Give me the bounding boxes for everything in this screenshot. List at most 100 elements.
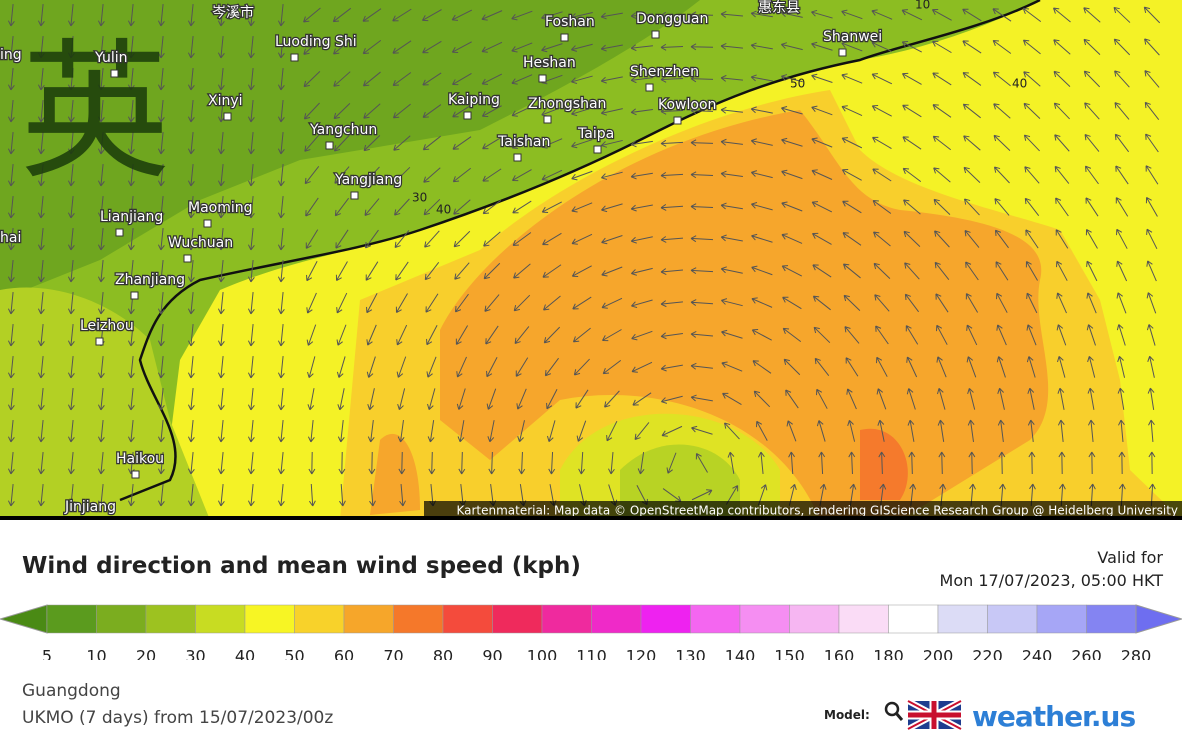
wind-arrow xyxy=(637,452,645,475)
scale-segment xyxy=(1036,604,1087,634)
contour-labels: 10 30 40 50 40 xyxy=(412,0,1027,217)
wind-arrow xyxy=(511,74,533,85)
wind-arrow xyxy=(157,388,165,411)
wind-arrow xyxy=(7,132,15,155)
wind-arrow xyxy=(962,72,982,86)
wind-arrow xyxy=(1147,387,1155,410)
wind-arrow xyxy=(720,138,743,146)
wind-arrow xyxy=(993,166,1010,184)
wind-arrow xyxy=(393,135,411,151)
wind-arrow xyxy=(997,419,1005,442)
wind-arrow xyxy=(187,356,195,379)
wind-arrow xyxy=(363,134,381,152)
wind-arrow xyxy=(364,166,380,184)
scale-label: 130 xyxy=(675,647,706,661)
wind-arrow xyxy=(1083,38,1101,55)
wind-arrow xyxy=(720,74,743,82)
wind-arrow xyxy=(456,388,466,410)
wind-arrow xyxy=(7,452,15,475)
place-label: Leizhou xyxy=(80,318,134,334)
wind-arrow xyxy=(873,231,891,247)
wind-arrow xyxy=(1057,419,1065,442)
wind-arrow xyxy=(720,202,743,210)
wind-arrow xyxy=(451,41,472,53)
wind-arrow xyxy=(247,132,255,155)
wind-arrow xyxy=(37,68,45,91)
wind-arrow xyxy=(422,135,441,151)
wind-arrow xyxy=(339,483,346,507)
wind-arrow xyxy=(967,419,975,442)
wind-arrow xyxy=(127,420,135,443)
wind-arrow xyxy=(1114,102,1130,120)
wind-arrow xyxy=(1084,133,1100,152)
wind-arrow xyxy=(720,42,743,50)
wind-arrow xyxy=(127,4,135,27)
wind-arrow xyxy=(816,420,826,442)
wind-arrow xyxy=(992,71,1011,87)
wind-arrow xyxy=(307,420,315,443)
wind-arrow xyxy=(811,41,833,51)
wind-arrow xyxy=(337,388,345,411)
wind-arrow xyxy=(157,420,165,443)
wind-arrow xyxy=(812,232,832,245)
wind-arrow xyxy=(305,197,319,217)
wind-arrow xyxy=(571,75,593,84)
wind-arrow xyxy=(217,228,225,251)
wind-arrow xyxy=(7,4,15,27)
scale-segment xyxy=(1086,604,1137,634)
wind-arrow xyxy=(1053,7,1071,23)
wind-arrow xyxy=(67,36,75,59)
wind-arrow xyxy=(1087,419,1095,442)
wind-arrow xyxy=(1146,324,1156,346)
place-label: Yulin xyxy=(94,50,127,66)
wind-arrow xyxy=(1114,70,1130,88)
wind-arrow xyxy=(964,198,980,216)
wind-arrow xyxy=(811,201,833,213)
wind-arrow xyxy=(1055,229,1069,249)
wind-arrow xyxy=(97,484,105,507)
wind-arrow xyxy=(277,452,285,475)
wind-arrow xyxy=(606,420,618,442)
place-label: Zhanjiang xyxy=(115,272,185,288)
place-label: Foshan xyxy=(545,14,595,30)
wind-arrow xyxy=(362,8,382,22)
wind-arrow xyxy=(871,9,893,20)
wind-arrow xyxy=(455,325,469,345)
wind-arrow xyxy=(1057,387,1065,410)
wind-arrow xyxy=(874,294,890,312)
wind-arrow xyxy=(542,232,562,246)
scale-high-end xyxy=(1135,604,1182,634)
place-marker xyxy=(651,30,660,39)
wind-arrow xyxy=(1088,451,1096,475)
place-marker xyxy=(110,69,119,78)
wind-arrow xyxy=(871,73,893,85)
wind-arrow xyxy=(67,292,75,315)
wind-arrow xyxy=(601,203,623,213)
wind-arrow xyxy=(541,43,563,53)
wind-arrow xyxy=(1116,324,1126,346)
wind-arrow xyxy=(511,10,533,21)
wind-arrow xyxy=(67,4,75,27)
wind-arrow xyxy=(600,76,623,84)
wind-arrow xyxy=(97,420,105,443)
wind-arrow xyxy=(452,167,472,183)
wind-arrow xyxy=(690,362,713,370)
wind-arrow xyxy=(1053,70,1071,87)
wind-arrow xyxy=(933,198,951,215)
wind-arrow xyxy=(1057,356,1066,378)
wind-arrows xyxy=(7,4,1161,507)
wind-arrow xyxy=(751,329,772,341)
wind-arrow xyxy=(277,36,285,59)
wind-arrow xyxy=(938,451,946,475)
wind-arrow xyxy=(608,451,615,475)
wind-arrow xyxy=(813,326,831,344)
wind-arrow xyxy=(572,327,591,343)
place-label: Kaiping xyxy=(448,92,500,108)
wind-arrow xyxy=(7,356,15,379)
wind-arrow xyxy=(811,169,833,180)
wind-arrow xyxy=(1054,134,1070,152)
wind-arrow xyxy=(901,72,922,85)
scale-segment xyxy=(343,604,394,634)
wind-arrow xyxy=(67,100,75,123)
wind-arrow xyxy=(187,132,195,155)
